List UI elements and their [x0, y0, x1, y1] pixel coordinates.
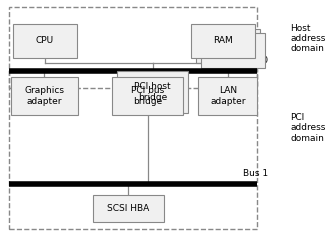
- Bar: [92, 195, 163, 222]
- Bar: [117, 71, 188, 113]
- Text: SCSI HBA: SCSI HBA: [107, 204, 149, 213]
- Bar: [12, 24, 77, 58]
- Bar: [201, 34, 265, 68]
- Text: Host
address
domain: Host address domain: [290, 24, 325, 53]
- Bar: [9, 70, 257, 229]
- Text: RAM: RAM: [213, 36, 233, 45]
- Text: LAN
adapter: LAN adapter: [210, 86, 246, 106]
- Bar: [196, 28, 260, 63]
- Text: CPU: CPU: [36, 36, 54, 45]
- Text: PCI bus
bridge: PCI bus bridge: [131, 86, 164, 106]
- Text: Bus 0: Bus 0: [243, 56, 268, 65]
- Text: PCI
address
domain: PCI address domain: [290, 113, 325, 143]
- Bar: [191, 24, 256, 58]
- Bar: [198, 77, 257, 115]
- Bar: [11, 77, 78, 115]
- Bar: [112, 77, 183, 115]
- Text: Bus 1: Bus 1: [243, 169, 268, 178]
- Text: Graphics
adapter: Graphics adapter: [24, 86, 64, 106]
- Bar: [9, 7, 257, 88]
- Text: PCI host
bridge: PCI host bridge: [134, 82, 171, 102]
